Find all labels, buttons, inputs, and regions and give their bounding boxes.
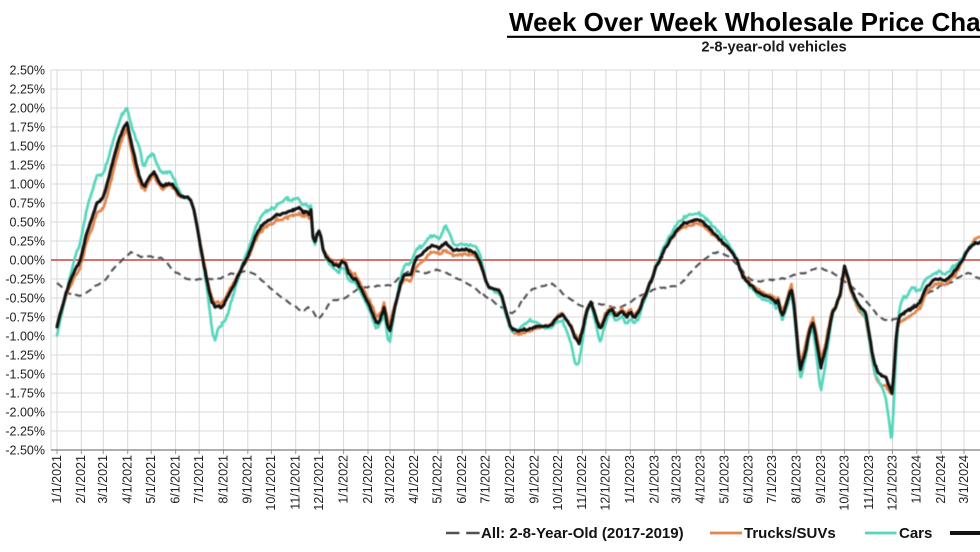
svg-text:-2.00%: -2.00% [5,405,45,419]
svg-text:-1.50%: -1.50% [5,367,45,381]
svg-text:6/1/2022: 6/1/2022 [455,455,469,504]
svg-text:5/1/2021: 5/1/2021 [144,455,158,504]
svg-text:-2.50%: -2.50% [5,443,45,457]
svg-text:9/1/2021: 9/1/2021 [241,455,255,504]
svg-text:2/1/2023: 2/1/2023 [647,455,661,504]
svg-text:2-8-year-old vehicles: 2-8-year-old vehicles [701,40,846,56]
svg-text:-1.25%: -1.25% [5,348,45,362]
svg-text:10/1/2023: 10/1/2023 [837,455,851,511]
svg-text:1/1/2022: 1/1/2022 [336,455,350,504]
svg-text:12/1/2021: 12/1/2021 [312,455,326,511]
svg-text:7/1/2021: 7/1/2021 [192,455,206,504]
svg-text:3/1/2022: 3/1/2022 [383,455,397,504]
svg-text:0.50%: 0.50% [10,215,45,229]
svg-text:All: 2-8-Year-Old (2017-2019): All: 2-8-Year-Old (2017-2019) [481,525,684,542]
svg-text:1.75%: 1.75% [10,120,45,134]
svg-text:6/1/2021: 6/1/2021 [168,455,182,504]
svg-text:11/1/2022: 11/1/2022 [575,455,589,510]
svg-text:2/1/2022: 2/1/2022 [361,455,375,504]
svg-text:7/1/2022: 7/1/2022 [479,455,493,504]
svg-text:-2.25%: -2.25% [5,424,45,438]
svg-text:0.00%: 0.00% [10,253,45,267]
svg-text:11/1/2021: 11/1/2021 [288,455,302,510]
svg-text:1.50%: 1.50% [10,139,45,153]
svg-text:9/1/2023: 9/1/2023 [814,455,828,504]
svg-text:10/1/2022: 10/1/2022 [551,455,565,511]
svg-text:-0.25%: -0.25% [5,272,45,286]
svg-text:-1.75%: -1.75% [5,386,45,400]
svg-text:Cars: Cars [899,525,932,542]
svg-text:2.50%: 2.50% [10,63,45,77]
svg-text:1/1/2021: 1/1/2021 [50,455,64,504]
svg-text:0.25%: 0.25% [10,234,45,248]
svg-text:11/1/2023: 11/1/2023 [862,455,876,510]
svg-text:12/1/2023: 12/1/2023 [885,455,899,511]
svg-text:4/1/2022: 4/1/2022 [407,455,421,504]
svg-text:6/1/2023: 6/1/2023 [742,455,756,504]
svg-text:2.00%: 2.00% [10,101,45,115]
svg-text:-0.50%: -0.50% [5,291,45,305]
svg-text:3/1/2024: 3/1/2024 [957,455,971,504]
svg-text:8/1/2021: 8/1/2021 [216,455,230,504]
svg-text:3/1/2023: 3/1/2023 [669,455,683,504]
svg-text:1.25%: 1.25% [10,158,45,172]
svg-text:-0.75%: -0.75% [5,310,45,324]
svg-text:1/1/2023: 1/1/2023 [623,455,637,504]
svg-text:1.00%: 1.00% [10,177,45,191]
svg-text:7/1/2023: 7/1/2023 [765,455,779,504]
svg-text:2.25%: 2.25% [10,82,45,96]
svg-text:5/1/2022: 5/1/2022 [431,455,445,504]
svg-text:8/1/2023: 8/1/2023 [789,455,803,504]
svg-text:4/1/2021: 4/1/2021 [120,455,134,504]
svg-text:Trucks/SUVs: Trucks/SUVs [744,525,836,542]
svg-text:1/1/2024: 1/1/2024 [910,455,924,504]
svg-text:-1.00%: -1.00% [5,329,45,343]
svg-text:2/1/2021: 2/1/2021 [74,455,88,504]
svg-text:0.75%: 0.75% [10,196,45,210]
svg-text:10/1/2021: 10/1/2021 [264,455,278,511]
svg-text:Week Over Week Wholesale Price: Week Over Week Wholesale Price Change [509,7,980,37]
svg-text:8/1/2022: 8/1/2022 [503,455,517,504]
svg-text:2/1/2024: 2/1/2024 [934,455,948,504]
svg-text:4/1/2023: 4/1/2023 [694,455,708,504]
svg-text:5/1/2023: 5/1/2023 [717,455,731,504]
svg-text:9/1/2022: 9/1/2022 [527,455,541,504]
svg-text:3/1/2021: 3/1/2021 [96,455,110,504]
svg-text:12/1/2022: 12/1/2022 [599,455,613,511]
